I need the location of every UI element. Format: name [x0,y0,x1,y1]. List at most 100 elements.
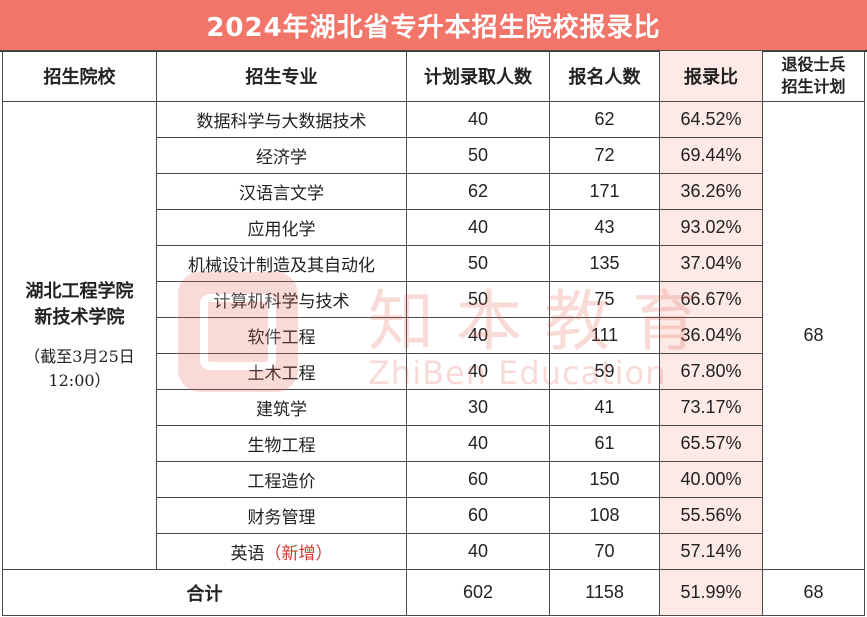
major-name: 经济学 [256,148,307,168]
total-applicants: 1158 [549,569,660,616]
applicants-cell: 70 [549,533,660,570]
major-cell: 财务管理 [156,497,407,534]
page-title: 2024年湖北省专升本招生院校报录比 [0,0,867,52]
plan-cell: 60 [406,461,550,498]
major-name: 土木工程 [247,364,316,384]
ratio-cell: 66.67% [659,281,763,318]
major-cell: 应用化学 [156,209,407,246]
applicants-cell: 41 [549,389,660,426]
school-name-line1: 湖北工程学院 [25,280,134,302]
major-cell: 计算机科学与技术 [156,281,407,318]
ratio-cell: 73.17% [659,389,763,426]
header-veteran-line2: 招生计划 [781,77,846,96]
applicants-cell: 59 [549,353,660,390]
school-name-line2: 新技术学院 [34,306,125,328]
ratio-cell: 57.14% [659,533,763,570]
ratio-cell: 36.26% [659,173,763,210]
ratio-cell: 64.52% [659,101,763,138]
plan-cell: 40 [406,317,550,354]
table-row: 湖北工程学院 新技术学院 （截至3月25日 12:00） 数据科学与大数据技术 40 62 6… [2,101,865,570]
applicants-cell: 72 [549,137,660,174]
major-cell: 建筑学 [156,389,407,426]
header-plan: 计划录取人数 [406,50,550,102]
plan-cell: 40 [406,425,550,462]
major-cell: 工程造价 [156,461,407,498]
applicants-cell: 62 [549,101,660,138]
admission-ratio-table: 招生院校 招生专业 计划录取人数 报名人数 报录比 退役士兵 招生计划 湖北工程… [2,50,865,616]
table-row: 英语（新增） 40 70 57.14% [3,533,865,570]
plan-cell: 50 [406,245,550,282]
applicants-cell: 61 [549,425,660,462]
school-note: （截至3月25日 12:00） [3,345,156,393]
school-note-line2: 12:00） [48,370,111,390]
table-row: 工程造价 60 150 40.00% [3,461,865,498]
major-cell: 生物工程 [156,425,407,462]
table-row: 机械设计制造及其自动化 50 135 37.04% [3,245,865,282]
major-cell: 软件工程 [156,317,407,354]
applicants-cell: 135 [549,245,660,282]
table-row: 应用化学 40 43 93.02% [3,209,865,246]
school-cell: 湖北工程学院 新技术学院 （截至3月25日 12:00） [2,101,157,570]
plan-cell: 40 [406,533,550,570]
major-name: 汉语言文学 [239,184,324,204]
major-name: 工程造价 [247,472,316,492]
major-name: 生物工程 [247,436,316,456]
school-note-line1: （截至3月25日 [24,346,135,366]
major-name: 计算机科学与技术 [213,292,350,312]
school-name: 湖北工程学院 新技术学院 [3,279,156,331]
major-name: 应用化学 [247,220,316,240]
veteran-plan-cell: 68 [762,101,865,570]
major-name: 英语 [230,544,265,564]
plan-cell: 60 [406,497,550,534]
applicants-cell: 108 [549,497,660,534]
table-row: 土木工程 40 59 67.80% [3,353,865,390]
major-cell: 机械设计制造及其自动化 [156,245,407,282]
plan-cell: 40 [406,353,550,390]
major-name: 数据科学与大数据技术 [196,112,367,132]
header-ratio: 报录比 [659,50,763,102]
table-body: 湖北工程学院 新技术学院 （截至3月25日 12:00） 数据科学与大数据技术 40 62 6… [2,101,865,616]
table-row: 汉语言文学 62 171 36.26% [3,173,865,210]
table-row: 经济学 50 72 69.44% [3,137,865,174]
header-veteran: 退役士兵 招生计划 [762,50,865,102]
major-cell: 土木工程 [156,353,407,390]
major-name: 财务管理 [247,508,316,528]
major-name: 建筑学 [256,400,307,420]
ratio-cell: 37.04% [659,245,763,282]
major-name: 机械设计制造及其自动化 [188,256,375,276]
total-veteran: 68 [762,569,865,616]
ratio-cell: 36.04% [659,317,763,354]
table-row: 建筑学 30 41 73.17% [3,389,865,426]
major-cell: 汉语言文学 [156,173,407,210]
total-plan: 602 [406,569,550,616]
applicants-cell: 75 [549,281,660,318]
ratio-cell: 93.02% [659,209,763,246]
table-row: 计算机科学与技术 50 75 66.67% [3,281,865,318]
table-row: 财务管理 60 108 55.56% [3,497,865,534]
applicants-cell: 171 [549,173,660,210]
plan-cell: 30 [406,389,550,426]
ratio-cell: 65.57% [659,425,763,462]
applicants-cell: 150 [549,461,660,498]
header-major: 招生专业 [156,50,407,102]
plan-cell: 40 [406,101,550,138]
major-name: 软件工程 [247,328,316,348]
header-applicants: 报名人数 [549,50,660,102]
major-cell: 数据科学与大数据技术 [156,101,407,138]
new-major-tag: （新增） [264,544,333,564]
ratio-cell: 40.00% [659,461,763,498]
plan-cell: 62 [406,173,550,210]
header-school: 招生院校 [2,50,157,102]
plan-cell: 50 [406,281,550,318]
total-label: 合计 [2,569,407,616]
major-cell: 经济学 [156,137,407,174]
total-row: 合计 602 1158 51.99% 68 [2,569,865,616]
applicants-cell: 43 [549,209,660,246]
ratio-cell: 69.44% [659,137,763,174]
header-veteran-line1: 退役士兵 [781,55,846,74]
ratio-cell: 67.80% [659,353,763,390]
applicants-cell: 111 [549,317,660,354]
plan-cell: 50 [406,137,550,174]
ratio-cell: 55.56% [659,497,763,534]
